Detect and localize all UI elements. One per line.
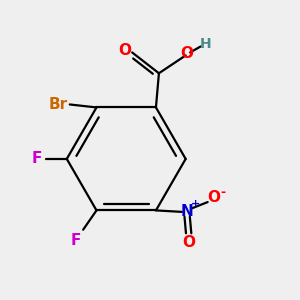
Text: O: O (182, 235, 195, 250)
Text: O: O (181, 46, 194, 61)
Text: Br: Br (48, 97, 68, 112)
Text: -: - (220, 186, 225, 199)
Text: O: O (207, 190, 220, 205)
Text: F: F (70, 232, 81, 247)
Text: H: H (200, 37, 212, 51)
Text: +: + (191, 199, 200, 209)
Text: N: N (181, 204, 194, 219)
Text: F: F (32, 152, 42, 166)
Text: O: O (118, 44, 131, 59)
